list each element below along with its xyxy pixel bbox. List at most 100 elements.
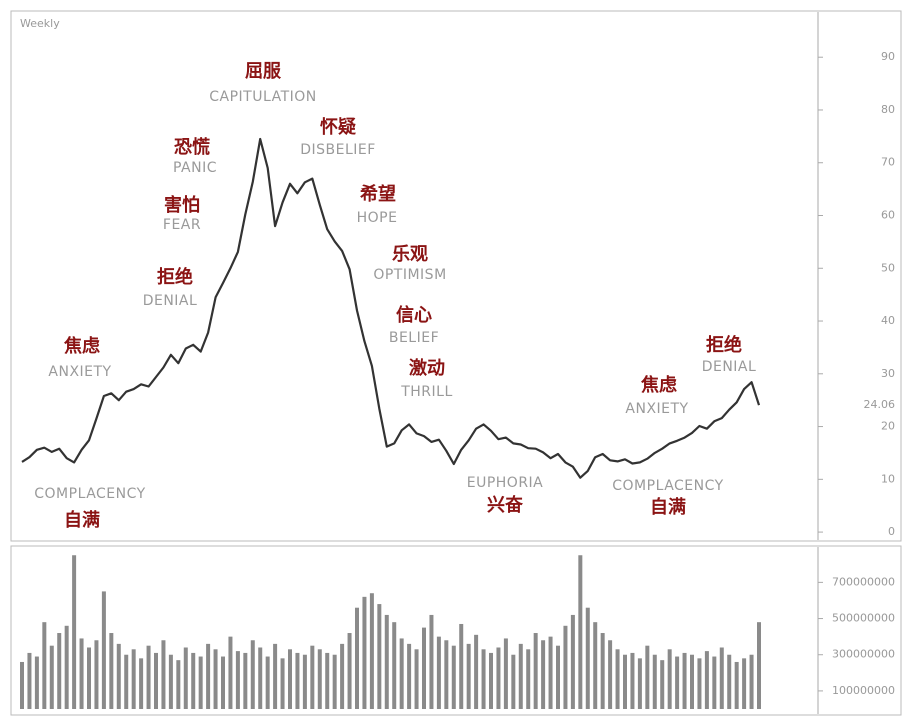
volume-bar	[20, 661, 24, 709]
volume-bar	[734, 661, 739, 709]
volume-bar	[563, 625, 568, 709]
volume-bar	[377, 604, 382, 709]
volume-bar	[258, 647, 263, 709]
volume-bar	[704, 651, 709, 709]
volume-bar	[109, 633, 114, 709]
volume-bar	[139, 658, 144, 709]
volume-bar	[503, 638, 508, 709]
volume-bar	[101, 591, 106, 709]
volume-bar	[369, 593, 374, 709]
volume-bar	[72, 555, 77, 709]
volume-bar	[682, 652, 687, 709]
volume-bar	[533, 633, 538, 709]
volume-bar	[94, 640, 99, 709]
phase-label-en: BELIEF	[389, 330, 439, 346]
volume-bar	[623, 654, 627, 709]
volume-bar	[630, 652, 635, 709]
volume-bar	[124, 654, 129, 709]
phase-label-en: ANXIETY	[625, 401, 688, 417]
volume-bar	[168, 654, 173, 709]
volume-bar	[34, 656, 39, 709]
phase-label-en: THRILL	[400, 384, 453, 400]
phase-label-zh: 乐观	[392, 244, 428, 265]
volume-bar	[116, 643, 121, 709]
volume-bar	[64, 625, 69, 709]
volume-bar	[288, 649, 292, 709]
volume-bar	[273, 643, 278, 709]
phase-label-en: OPTIMISM	[373, 267, 446, 283]
volume-bar	[645, 645, 650, 709]
volume-bar	[340, 643, 345, 709]
volume-bar	[198, 656, 203, 709]
volume-bar	[176, 660, 181, 709]
y-tick-label: 700000000	[832, 575, 895, 588]
y-tick-label: 0	[888, 525, 895, 538]
volume-bar	[526, 649, 531, 709]
volume-bar	[466, 643, 471, 709]
volume-bar	[570, 614, 575, 709]
phase-label-en: COMPLACENCY	[612, 478, 723, 494]
volume-bar	[652, 654, 657, 709]
volume-bar	[392, 622, 397, 709]
phase-label-en: COMPLACENCY	[34, 486, 145, 502]
volume-bar	[690, 654, 694, 709]
y-tick-label: 20	[881, 420, 895, 433]
volume-bar	[667, 649, 672, 709]
phase-label-en: PANIC	[173, 160, 217, 176]
phase-label-zh: 拒绝	[706, 334, 742, 356]
phase-label-zh: 屈服	[245, 61, 282, 82]
volume-bar	[131, 649, 136, 709]
volume-bar	[742, 658, 747, 709]
volume-bar	[347, 633, 352, 709]
volume-bar	[615, 649, 620, 709]
price-line	[21, 137, 761, 479]
volume-bar	[49, 645, 54, 709]
phase-label-en: DENIAL	[702, 359, 757, 375]
volume-bar	[541, 640, 546, 709]
volume-bar	[675, 656, 680, 709]
volume-bar	[161, 640, 166, 709]
y-tick-label: 500000000	[832, 612, 895, 625]
phase-label-en: DISBELIEF	[300, 142, 376, 158]
volume-bar	[243, 652, 248, 709]
y-tick-label: 30	[881, 367, 895, 380]
volume-bar	[474, 634, 479, 709]
volume-bar	[600, 633, 605, 709]
volume-bar	[332, 654, 337, 709]
y-tick-label: 300000000	[832, 648, 895, 661]
volume-bar	[719, 647, 724, 709]
volume-bar	[749, 654, 754, 709]
volume-bar	[146, 645, 151, 709]
volume-bar	[593, 622, 598, 709]
phase-label-zh: 怀疑	[320, 117, 356, 138]
volume-bar	[511, 654, 516, 709]
phase-label-zh: 自满	[650, 496, 686, 518]
volume-bar	[727, 654, 732, 709]
volume-bar	[295, 652, 300, 709]
volume-bar	[637, 658, 642, 709]
volume-bar	[57, 633, 62, 709]
volume-bar	[355, 607, 359, 709]
volume-bar	[310, 645, 315, 709]
phase-label-zh: 害怕	[164, 194, 200, 216]
phase-label-zh: 拒绝	[157, 266, 193, 288]
volume-bar	[757, 622, 761, 709]
volume-bar	[712, 656, 717, 709]
volume-bar	[578, 555, 583, 709]
y-tick-label: 80	[881, 103, 895, 116]
phase-label-en: ANXIETY	[48, 364, 111, 380]
volume-bar	[191, 652, 196, 709]
volume-bar	[489, 652, 493, 709]
chart-title: Weekly	[20, 17, 60, 30]
volume-bar	[436, 636, 441, 709]
phase-label-en: DENIAL	[143, 293, 198, 309]
volume-bar	[221, 656, 225, 709]
volume-bar	[317, 649, 322, 709]
y-tick-label: 90	[881, 50, 895, 63]
volume-bar	[556, 645, 560, 709]
phase-label-zh: 焦虑	[63, 335, 100, 357]
volume-bar	[87, 647, 91, 709]
volume-bar	[228, 636, 233, 709]
volume-bar	[481, 649, 486, 709]
